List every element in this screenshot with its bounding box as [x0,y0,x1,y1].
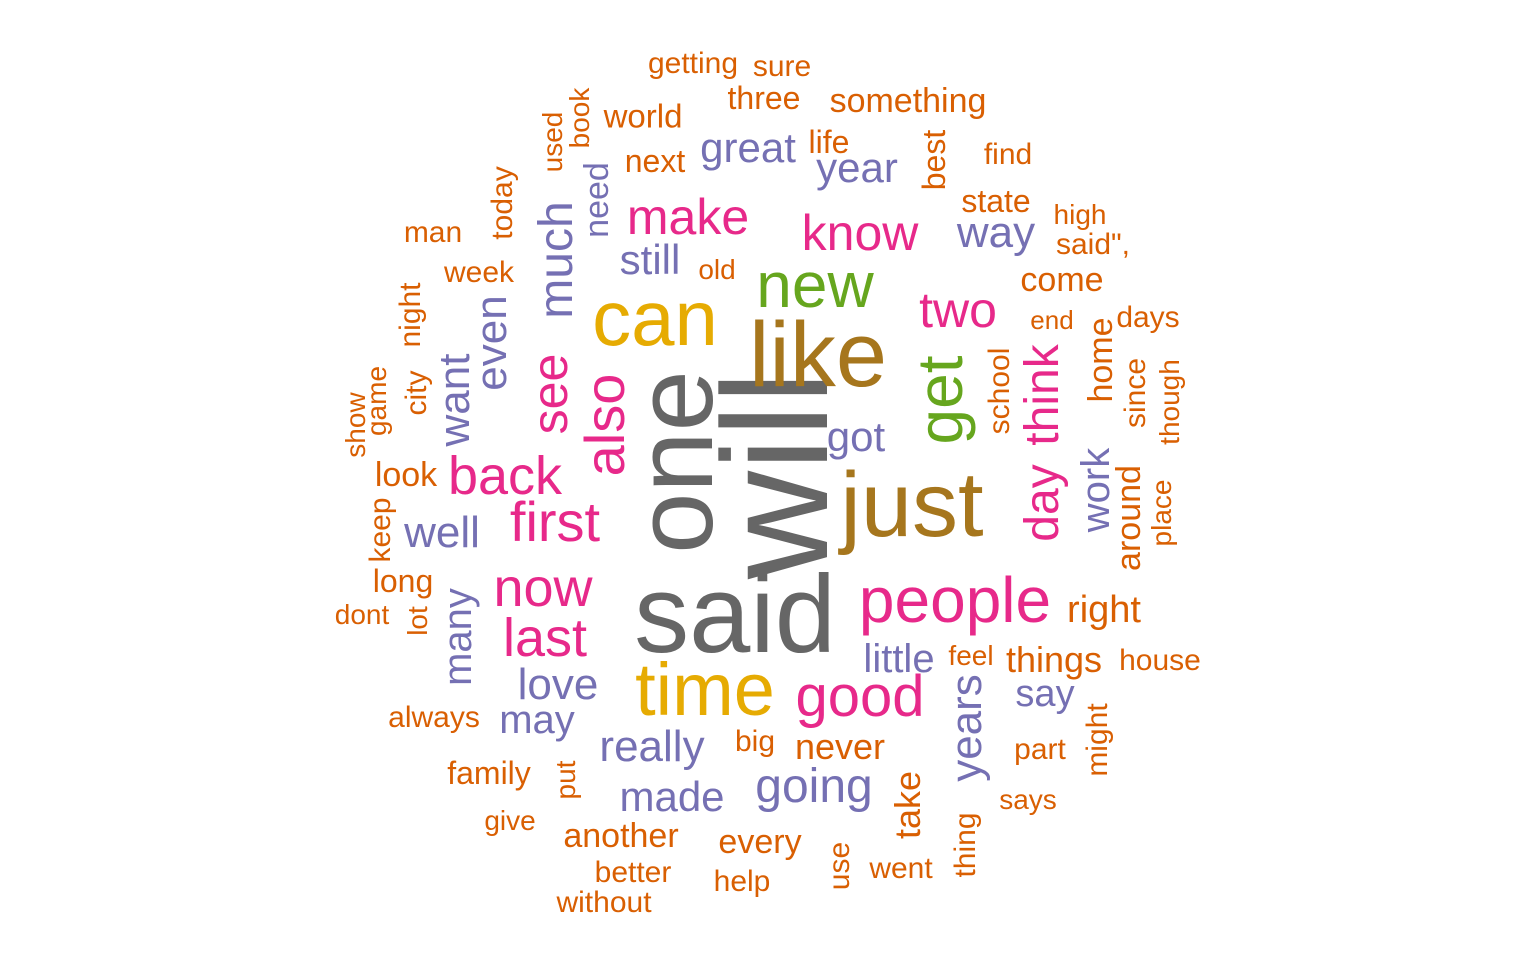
word-cloud-word: book [564,87,595,149]
word-cloud-word: long [372,563,434,599]
word-cloud-word: think [1016,344,1069,446]
word-cloud-word: well [404,508,480,557]
word-cloud-word: way [956,208,1036,257]
word-cloud-word: family [447,755,531,791]
word-cloud-word: make [626,189,750,245]
word-cloud-word: back [447,446,563,506]
word-cloud-word: house [1119,644,1201,677]
word-cloud-word: many [436,588,480,686]
word-cloud-word: day [1016,464,1069,542]
word-cloud-word: keep [364,497,397,563]
word-cloud-word: man [403,216,463,249]
word-cloud-word: still [619,236,681,283]
word-cloud-word: lot [402,606,433,636]
word-cloud-word: world [603,97,683,135]
word-cloud-word: said", [1055,228,1131,261]
word-cloud-word: take [887,770,928,840]
word-cloud-word: look [374,456,438,494]
word-cloud-word: one [613,370,736,554]
word-cloud-word: said [634,553,836,676]
word-cloud-word: first [509,490,601,553]
word-cloud-word: since [1119,357,1152,429]
word-cloud-word: old [698,254,736,285]
word-cloud-word: years [942,674,991,782]
word-cloud-word: went [869,852,933,885]
word-cloud-word: get [904,355,976,445]
word-cloud-word: come [1020,261,1104,299]
word-cloud-word: school [983,347,1016,435]
word-cloud-word: says [999,784,1057,815]
word-cloud-word: little [863,637,935,681]
word-cloud-word: things [1005,639,1103,680]
word-cloud-word: two [919,282,997,338]
word-cloud-word: end [1030,305,1074,335]
word-cloud-word: people [858,564,1052,636]
word-cloud-word: also [573,373,636,477]
word-cloud-word: used [537,111,568,173]
word-cloud-word: better [594,856,672,889]
word-cloud-word: big [734,725,776,758]
word-cloud-word: every [718,823,802,861]
word-cloud-word: three [727,80,801,116]
word-cloud-word: new [756,249,874,321]
word-cloud-word: today [486,166,519,240]
word-cloud-word: night [394,282,427,348]
word-cloud-word: just [840,454,984,556]
word-cloud-word: though [1154,359,1185,445]
word-cloud-word: now [493,558,593,618]
word-cloud-word: last [502,608,588,668]
word-cloud-word: something [829,82,987,120]
word-cloud-word: put [550,760,581,800]
word-cloud-word: may [499,698,575,742]
word-cloud-word: week [443,256,515,289]
word-cloud-word: might [1081,703,1114,777]
word-cloud-word: state [961,183,1031,219]
word-cloud-word: always [388,701,480,734]
word-cloud-word: find [983,138,1033,171]
word-cloud-word: want [430,353,479,447]
word-cloud-word: know [801,205,919,261]
word-cloud-word: going [755,760,873,813]
word-cloud-word: home [1082,317,1120,403]
word-cloud-word: around [1110,465,1148,571]
word-cloud-word: help [713,865,771,898]
word-cloud-word: another [563,817,679,855]
word-cloud-word: right [1067,589,1141,631]
word-cloud-word: sure [752,50,812,83]
word-cloud-word: never [794,726,886,767]
word-cloud-word: thing [949,812,982,878]
word-cloud-word: year [816,144,898,191]
word-cloud-word: like [748,304,888,406]
word-cloud-word: good [795,664,925,729]
word-cloud-word: place [1146,479,1177,547]
word-cloud-word: much [530,201,583,319]
word-cloud-word: great [700,124,796,171]
word-cloud-word: city [400,370,433,416]
word-cloud-word: can [592,274,718,362]
word-cloud-word: see [522,353,578,435]
word-cloud-word: best [916,129,952,191]
word-cloud-word: use [823,841,856,891]
word-cloud-word: love [517,660,599,709]
word-cloud-word: got [826,413,886,460]
word-cloud-word: need [578,162,616,238]
word-cloud-word: without [556,886,652,919]
word-cloud-word: days [1116,301,1180,334]
word-cloud-word: made [619,773,725,820]
word-cloud-word: show [340,392,371,458]
word-cloud-word: say [1015,673,1075,715]
word-cloud-word: give [484,805,536,836]
word-cloud-word: time [635,648,775,731]
word-cloud-word: really [599,722,705,771]
word-cloud-word: life [808,124,850,160]
word-cloud-word: high [1053,199,1107,230]
word-cloud-word: next [624,143,686,179]
word-cloud-word: getting [647,47,739,80]
word-cloud-word: feel [948,640,994,671]
word-cloud-word: part [1014,733,1066,766]
word-cloud-word: dont [334,599,390,630]
